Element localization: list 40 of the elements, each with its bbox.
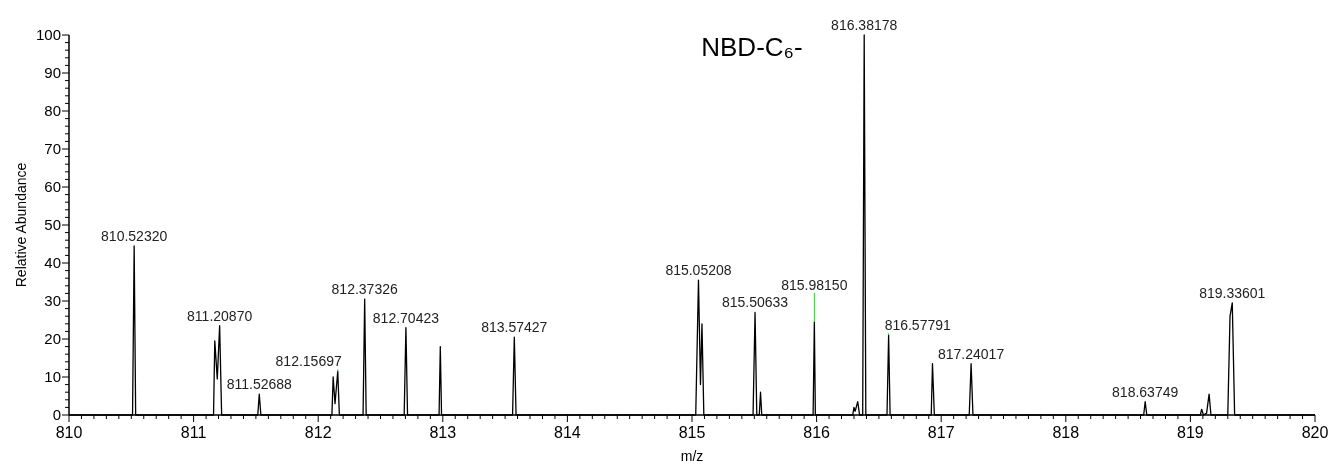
y-tick-label: 0 <box>52 406 61 423</box>
annotation: 815.98150 <box>781 276 848 293</box>
x-axis-title: m/z <box>680 448 704 464</box>
y-tick-label: 10 <box>44 368 61 385</box>
annotation: 811.52688 <box>226 376 293 393</box>
x-tick-label: 816 <box>803 424 831 441</box>
annotation: 812.15697 <box>275 353 342 370</box>
x-tick-label: 811 <box>180 424 207 441</box>
chart-title: NBD-C₆- <box>701 32 803 62</box>
y-tick-label: 70 <box>44 140 61 157</box>
x-tick-label: 819 <box>1177 424 1204 441</box>
annotation: 816.57791 <box>884 317 952 334</box>
annotation: 810.52320 <box>101 227 168 244</box>
x-tick-label: 812 <box>304 424 332 441</box>
annotation: 812.37326 <box>331 281 398 298</box>
annotation: 812.70423 <box>372 309 440 326</box>
x-tick-label: 820 <box>1301 424 1329 441</box>
y-axis-title: Relative Abundance <box>13 162 29 288</box>
y-tick-label: 90 <box>44 64 61 81</box>
y-tick-label: 60 <box>44 178 61 195</box>
x-tick-label: 818 <box>1052 424 1080 441</box>
annotation: 819.33601 <box>1199 284 1266 301</box>
y-tick-label: 50 <box>44 216 61 233</box>
annotation: 813.57427 <box>481 319 548 336</box>
y-tick-label: 100 <box>35 26 61 43</box>
y-tick-label: 30 <box>44 292 61 309</box>
annotation: 817.24017 <box>938 345 1005 362</box>
annotation: 815.50633 <box>721 294 789 311</box>
y-tick-label: 20 <box>44 330 61 347</box>
x-tick-label: 813 <box>429 424 457 441</box>
x-tick-label: 817 <box>927 424 955 441</box>
annotation: 818.63749 <box>1112 383 1179 400</box>
annotation: 811.20870 <box>187 307 253 324</box>
y-tick-label: 40 <box>44 254 61 271</box>
annotation: 815.05208 <box>665 262 732 279</box>
y-tick-label: 80 <box>44 102 61 119</box>
x-tick-label: 815 <box>678 424 706 441</box>
x-tick-label: 810 <box>55 424 83 441</box>
annotation: 816.38178 <box>831 17 898 33</box>
x-tick-label: 814 <box>554 424 581 441</box>
